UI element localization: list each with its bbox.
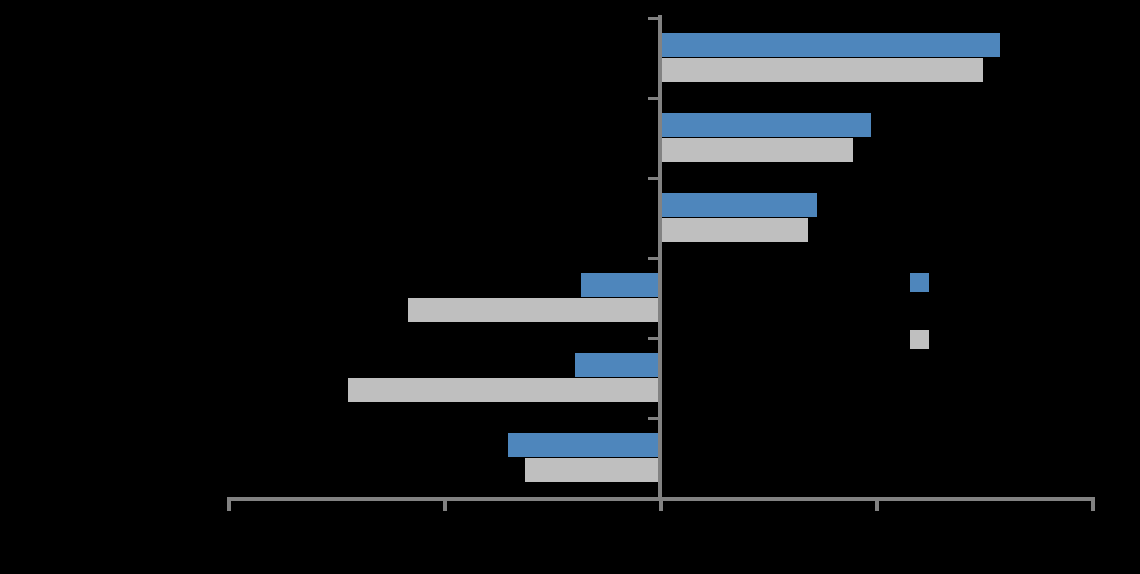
bar-series1-cat4 xyxy=(581,273,661,297)
legend-item-series1 xyxy=(910,273,1030,292)
bar-series1-cat6 xyxy=(507,433,661,457)
x-axis-tick-1 xyxy=(227,497,231,511)
x-axis-tick-2 xyxy=(443,497,447,511)
x-axis-tick-3 xyxy=(659,497,663,511)
legend-item-series2 xyxy=(910,330,1030,349)
x-axis-tick-4 xyxy=(875,497,879,511)
bar-series1-cat3 xyxy=(661,193,817,217)
bar-series2-cat1 xyxy=(661,58,983,82)
bar-series1-cat5 xyxy=(574,353,661,377)
y-axis-tick-4 xyxy=(648,257,658,260)
legend-swatch-series2-icon xyxy=(910,330,929,349)
y-axis-tick-3 xyxy=(648,177,658,180)
bar-series2-cat5 xyxy=(347,378,661,402)
y-axis-line xyxy=(658,15,662,501)
x-axis-tick-5 xyxy=(1091,497,1095,511)
bar-series2-cat4 xyxy=(408,298,661,322)
y-axis-tick-6 xyxy=(648,417,658,420)
bar-series1-cat1 xyxy=(661,33,1001,57)
bar-series2-cat3 xyxy=(661,218,808,242)
bar-series2-cat2 xyxy=(661,138,854,162)
y-axis-tick-2 xyxy=(648,97,658,100)
bar-series2-cat6 xyxy=(524,458,661,482)
y-axis-tick-5 xyxy=(648,337,658,340)
legend-swatch-series1-icon xyxy=(910,273,929,292)
y-axis-tick-1 xyxy=(648,17,658,20)
bar-series1-cat2 xyxy=(661,113,871,137)
